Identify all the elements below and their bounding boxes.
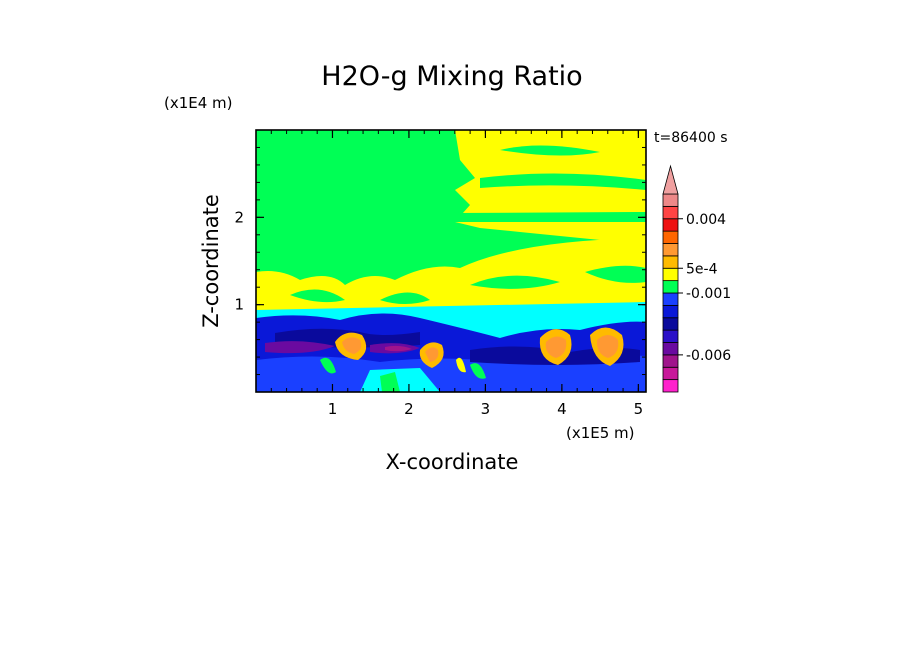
plume (425, 347, 439, 362)
colorbar-segment (662, 230, 679, 244)
colorbar-segment (662, 255, 679, 269)
colorbar-tick-label: -0.006 (686, 348, 731, 364)
colorbar-segment (662, 193, 679, 207)
colorbar-segment (662, 243, 679, 257)
dry-streak (480, 173, 646, 190)
plume (545, 336, 567, 358)
colorbar-segment (662, 379, 679, 393)
wisp (360, 368, 440, 392)
colorbar-tick-label: 0.004 (686, 212, 726, 228)
y-tick-label: 2 (234, 208, 244, 226)
x-scale-label: (x1E5 m) (566, 424, 635, 442)
x-tick-label: 2 (404, 400, 414, 418)
plume (596, 335, 619, 358)
time-label: t=86400 s (654, 130, 728, 146)
x-tick-label: 4 (557, 400, 567, 418)
x-axis-label: X-coordinate (386, 450, 519, 474)
colorbar-segment (662, 304, 679, 319)
y-tick-label: 1 (234, 296, 244, 314)
colorbar-segment (662, 218, 679, 232)
x-tick-label: 1 (328, 400, 338, 418)
x-tick-label: 3 (481, 400, 491, 418)
contour-field (256, 130, 646, 392)
x-axis: 1 2 3 4 5 (270, 130, 644, 418)
colorbar-segment (662, 329, 679, 343)
y-axis: 12 (234, 146, 646, 376)
wisp (380, 372, 400, 392)
chart-title: H2O-g Mixing Ratio (321, 61, 582, 92)
y-scale-label: (x1E4 m) (164, 94, 233, 112)
moist-band (256, 238, 646, 315)
wisp (456, 357, 466, 373)
colorbar-segment (662, 267, 679, 282)
y-axis-label: Z-coordinate (199, 194, 223, 328)
colorbar-tick-label: 5e-4 (686, 261, 718, 277)
colorbar-extend (662, 164, 679, 195)
dry-streak (470, 275, 560, 289)
colorbar-segment (662, 292, 679, 306)
plume (342, 337, 362, 354)
colorbar: 0.004 5e-4 -0.001 -0.006 (662, 164, 731, 393)
wisp (470, 363, 486, 379)
colorbar-segment (662, 342, 679, 356)
dry-streak (380, 292, 430, 304)
purple-core (265, 341, 335, 354)
plot-frame (255, 129, 647, 393)
x-tick-label: 5 (634, 400, 644, 418)
dry-streak (585, 265, 646, 283)
colorbar-tick-label: -0.001 (686, 286, 731, 302)
colorbar-segment (662, 366, 679, 381)
colorbar-segment (662, 354, 679, 368)
dry-streak (500, 145, 600, 156)
dry-streak (450, 212, 646, 222)
colorbar-segment (662, 205, 679, 220)
colorbar-segment (662, 280, 679, 294)
wisp (320, 357, 336, 374)
dry-streak (290, 289, 345, 303)
colorbar-segment (662, 317, 679, 331)
purple-core (385, 345, 412, 352)
